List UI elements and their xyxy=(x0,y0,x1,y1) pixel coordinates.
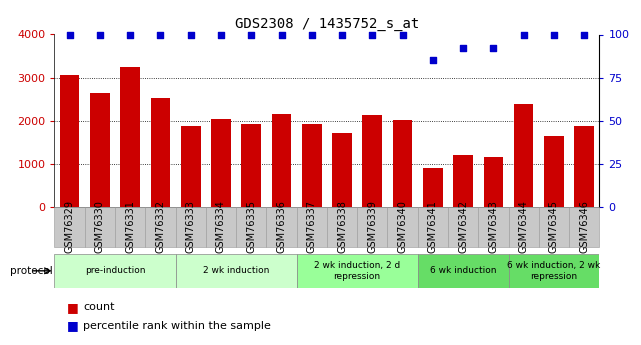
Bar xyxy=(211,119,231,207)
Bar xyxy=(54,254,176,288)
Text: GSM76331: GSM76331 xyxy=(125,200,135,253)
Text: pre-induction: pre-induction xyxy=(85,266,146,275)
Bar xyxy=(206,207,236,247)
Bar xyxy=(242,124,261,207)
Point xyxy=(155,32,165,37)
Text: GSM76343: GSM76343 xyxy=(488,200,499,253)
Bar xyxy=(393,120,412,207)
Point xyxy=(306,32,317,37)
Point xyxy=(337,32,347,37)
Point xyxy=(276,32,287,37)
Bar xyxy=(115,207,146,247)
Text: GSM76340: GSM76340 xyxy=(397,200,408,253)
Text: GSM76346: GSM76346 xyxy=(579,200,589,253)
Bar xyxy=(297,207,327,247)
Bar xyxy=(569,207,599,247)
Text: GSM76336: GSM76336 xyxy=(276,200,287,253)
Bar xyxy=(327,207,357,247)
Bar xyxy=(423,168,443,207)
Point xyxy=(428,58,438,63)
Text: GSM76341: GSM76341 xyxy=(428,200,438,253)
Point xyxy=(549,32,559,37)
Bar xyxy=(90,93,110,207)
Text: GSM76335: GSM76335 xyxy=(246,200,256,253)
Text: GSM76339: GSM76339 xyxy=(367,200,378,253)
Bar xyxy=(508,207,539,247)
Point xyxy=(519,32,529,37)
Bar xyxy=(302,124,322,207)
Bar xyxy=(60,76,79,207)
Text: GSM76344: GSM76344 xyxy=(519,200,529,253)
Text: ■: ■ xyxy=(67,319,79,333)
Bar xyxy=(297,254,418,288)
Bar xyxy=(418,254,508,288)
Point xyxy=(216,32,226,37)
Bar xyxy=(181,126,201,207)
Bar xyxy=(387,207,418,247)
Point xyxy=(367,32,378,37)
Point xyxy=(246,32,256,37)
Bar xyxy=(574,126,594,207)
Point xyxy=(95,32,105,37)
Point xyxy=(397,32,408,37)
Text: GSM76334: GSM76334 xyxy=(216,200,226,253)
Text: 2 wk induction: 2 wk induction xyxy=(203,266,269,275)
Point xyxy=(125,32,135,37)
Bar xyxy=(176,207,206,247)
Bar xyxy=(146,207,176,247)
Bar xyxy=(514,104,533,207)
Text: GSM76338: GSM76338 xyxy=(337,200,347,253)
Text: percentile rank within the sample: percentile rank within the sample xyxy=(83,321,271,331)
Text: ■: ■ xyxy=(67,300,79,314)
Bar xyxy=(236,207,267,247)
Text: GSM76332: GSM76332 xyxy=(155,200,165,253)
Text: protocol: protocol xyxy=(10,266,53,276)
Bar xyxy=(483,157,503,207)
Point xyxy=(458,46,469,51)
Bar xyxy=(267,207,297,247)
Bar xyxy=(362,115,382,207)
Point xyxy=(186,32,196,37)
Bar xyxy=(272,114,292,207)
Bar xyxy=(54,207,85,247)
Bar xyxy=(121,67,140,207)
Point xyxy=(488,46,499,51)
Bar xyxy=(539,207,569,247)
Text: 2 wk induction, 2 d
repression: 2 wk induction, 2 d repression xyxy=(314,261,400,280)
Text: GSM76329: GSM76329 xyxy=(65,200,74,253)
Text: GSM76333: GSM76333 xyxy=(186,200,196,253)
Text: GSM76337: GSM76337 xyxy=(307,200,317,253)
Bar xyxy=(176,254,297,288)
Bar xyxy=(544,136,564,207)
Bar xyxy=(151,98,171,207)
Text: GSM76342: GSM76342 xyxy=(458,200,468,253)
Bar xyxy=(508,254,599,288)
Point xyxy=(579,32,589,37)
Bar xyxy=(85,207,115,247)
Bar xyxy=(453,155,473,207)
Bar xyxy=(357,207,387,247)
Point xyxy=(65,32,75,37)
Bar xyxy=(418,207,448,247)
Text: 6 wk induction, 2 wk
repression: 6 wk induction, 2 wk repression xyxy=(507,261,601,280)
Text: 6 wk induction: 6 wk induction xyxy=(430,266,496,275)
Bar xyxy=(448,207,478,247)
Text: GSM76330: GSM76330 xyxy=(95,200,105,253)
Text: GDS2308 / 1435752_s_at: GDS2308 / 1435752_s_at xyxy=(235,17,419,31)
Text: count: count xyxy=(83,302,115,312)
Text: GSM76345: GSM76345 xyxy=(549,200,559,253)
Bar xyxy=(332,133,352,207)
Bar xyxy=(478,207,508,247)
